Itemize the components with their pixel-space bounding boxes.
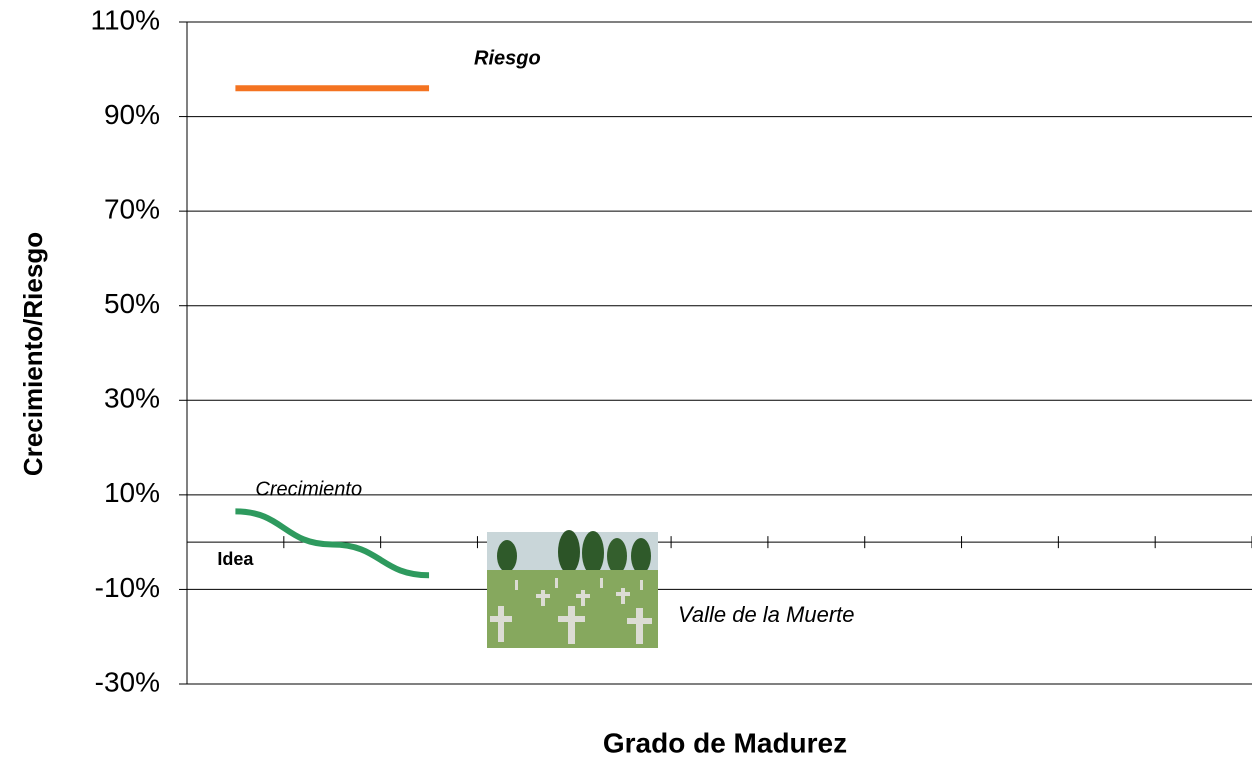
series-label: Riesgo	[474, 47, 541, 69]
series-line	[235, 508, 430, 579]
y-tick-label: -10%	[95, 572, 160, 603]
y-tick-label: -30%	[95, 666, 160, 697]
y-tick-label: 110%	[90, 4, 160, 35]
annotation: Valle de la Muerte	[678, 602, 855, 627]
y-axis-label: Crecimiento/Riesgo	[18, 232, 48, 476]
series-label: Crecimiento	[255, 479, 362, 501]
y-tick-label: 90%	[104, 99, 160, 130]
y-tick-label: 70%	[104, 194, 160, 225]
y-tick-label: 10%	[104, 477, 160, 508]
y-tick-label: 50%	[104, 288, 160, 319]
x-tick-label: Idea	[217, 549, 254, 569]
photo	[487, 530, 658, 648]
x-axis-label: Grado de Madurez	[603, 727, 847, 758]
y-tick-label: 30%	[104, 383, 160, 414]
